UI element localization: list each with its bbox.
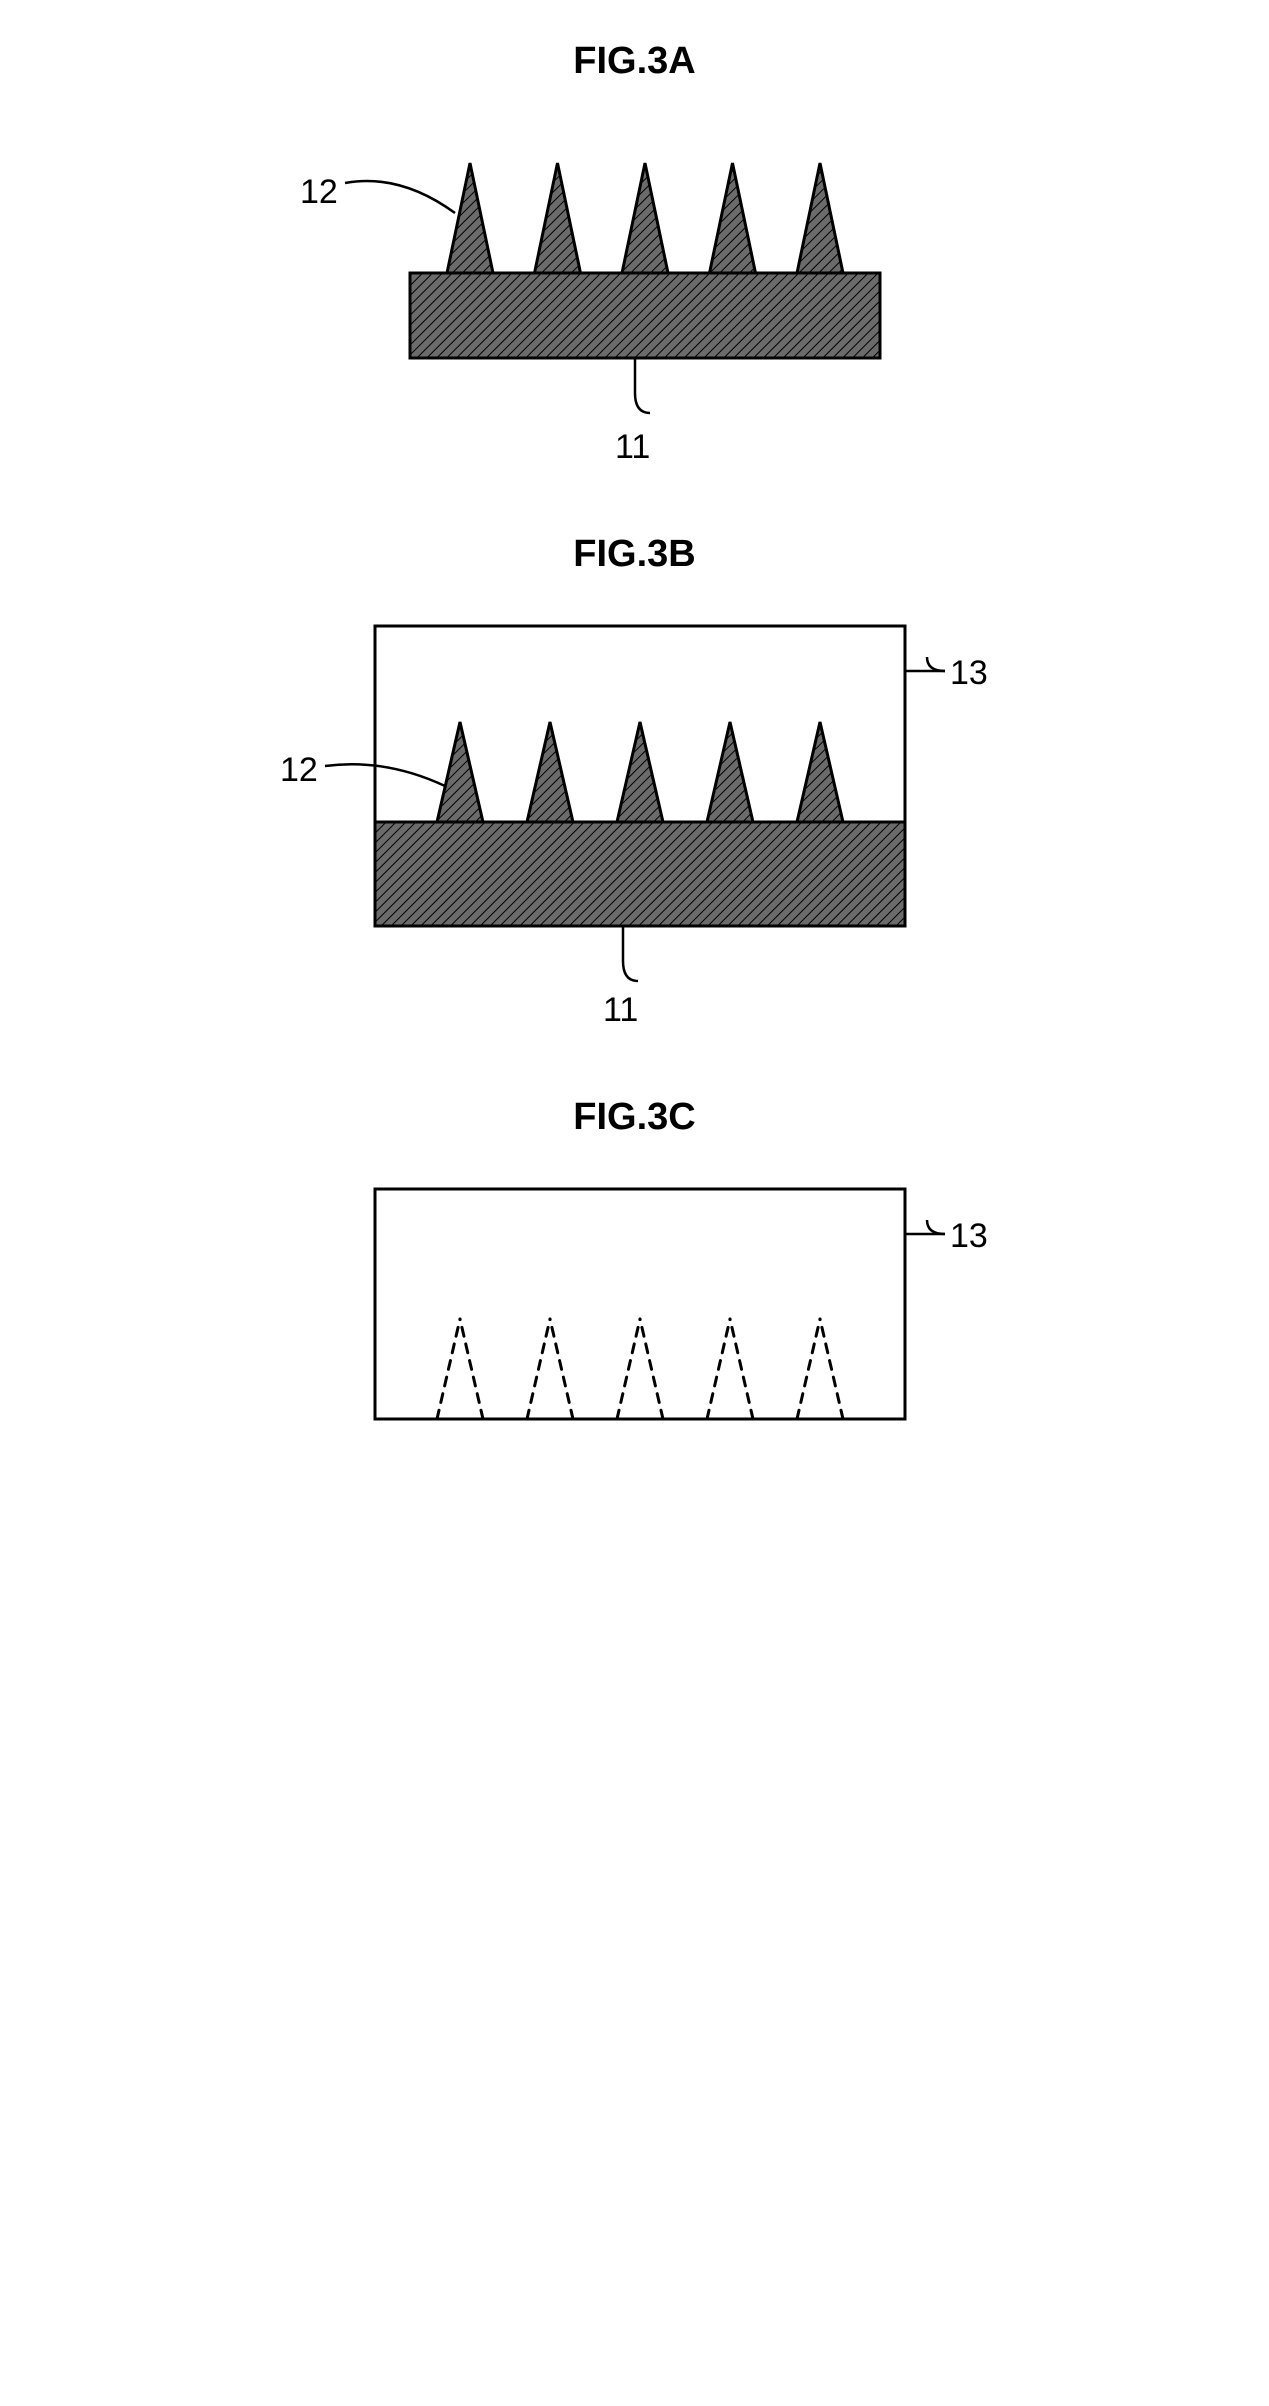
svg-text:12: 12: [300, 173, 338, 211]
figure-3c-svg: 13: [255, 1169, 1015, 1449]
figure-3c: FIG.3C 13: [255, 1096, 1015, 1449]
figure-3a: FIG.3A 12 11: [285, 40, 985, 473]
svg-text:13: 13: [950, 1217, 988, 1255]
svg-text:13: 13: [950, 654, 988, 692]
svg-text:11: 11: [603, 991, 638, 1029]
figure-3b-title: FIG.3B: [573, 533, 695, 576]
figure-3a-title: FIG.3A: [573, 40, 695, 83]
figure-3c-title: FIG.3C: [573, 1096, 695, 1139]
figure-3a-svg: 12 11: [285, 113, 985, 473]
figure-3b: FIG.3B 12 11 13: [255, 533, 1015, 1036]
svg-text:11: 11: [615, 428, 650, 466]
svg-text:12: 12: [280, 751, 318, 789]
figure-3b-svg: 12 11 13: [255, 606, 1015, 1036]
